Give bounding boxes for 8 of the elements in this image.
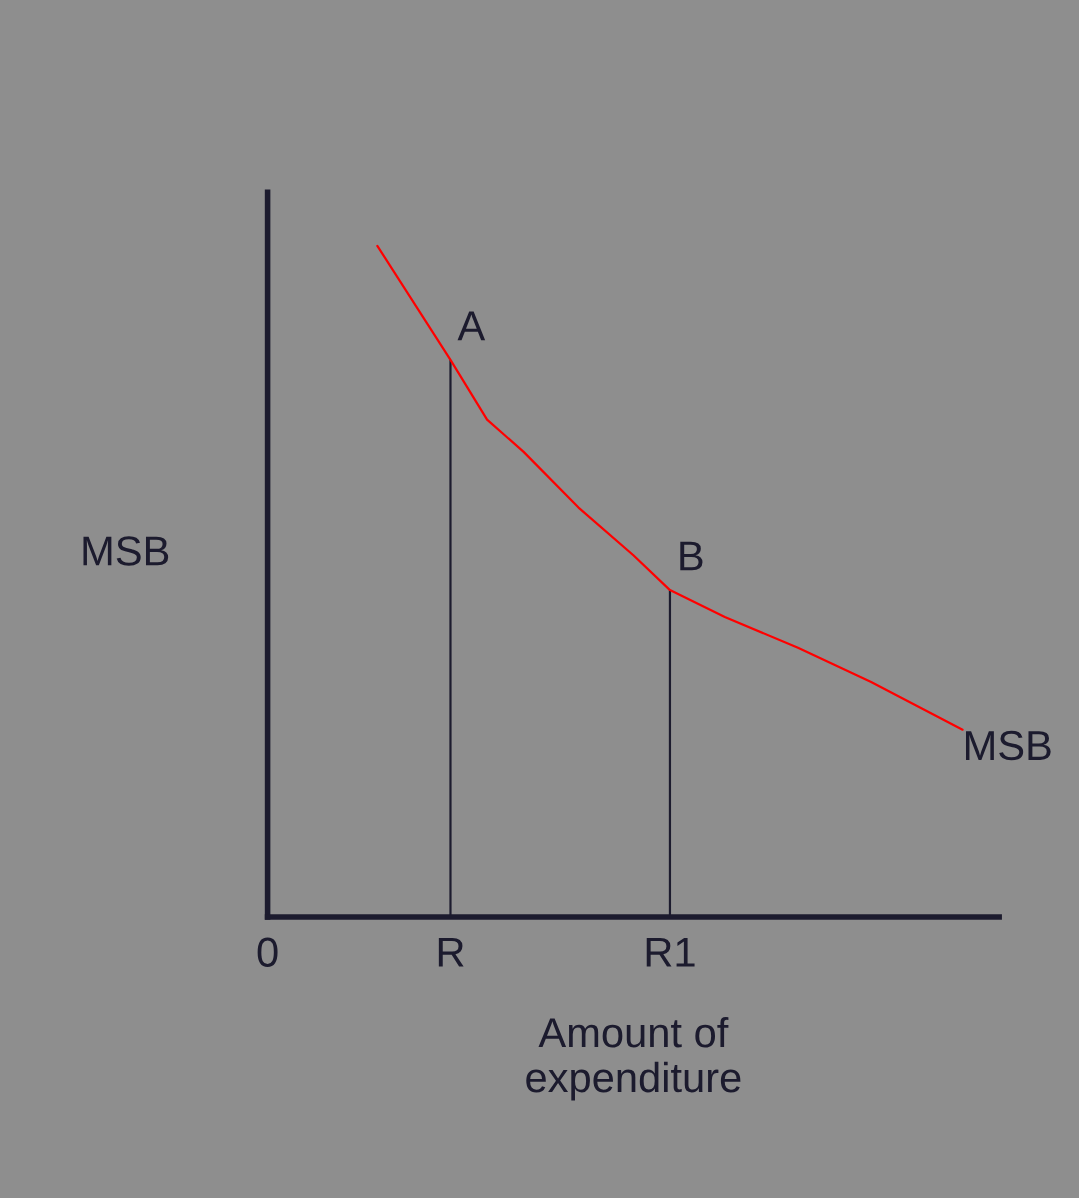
x-tick-label: 0 <box>257 937 278 967</box>
series-label: MSB <box>965 730 1051 761</box>
x-axis-title: Amount of expenditure <box>526 1016 741 1101</box>
x-tick-label: R1 <box>646 937 695 967</box>
annotation: A <box>457 311 486 341</box>
y-axis-title: MSB <box>83 536 169 566</box>
annotation: B <box>680 541 703 571</box>
x-tick-label: R <box>438 937 464 967</box>
